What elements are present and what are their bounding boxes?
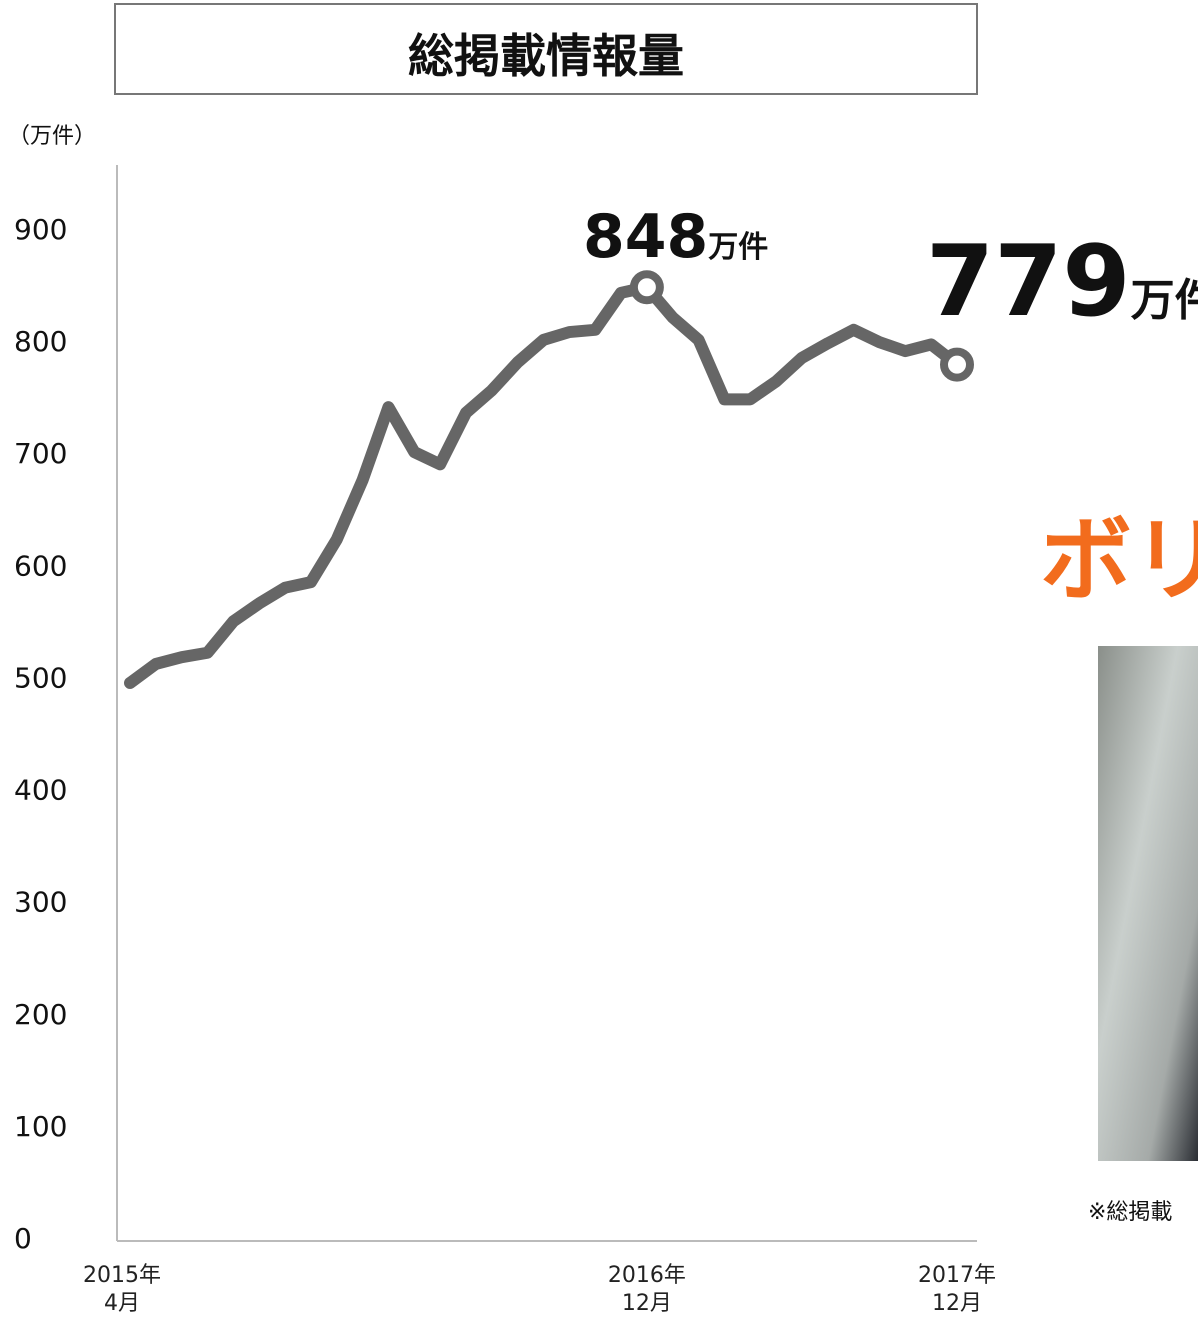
y-tick-label: 900 xyxy=(14,213,67,246)
y-unit-label: （万件） xyxy=(8,124,96,149)
series-line xyxy=(124,281,963,689)
y-tick-label: 200 xyxy=(14,998,67,1031)
y-tick-label: 600 xyxy=(14,549,67,582)
footnote: ※総掲載 xyxy=(1088,1200,1172,1225)
y-tick-label: 0 xyxy=(14,1222,32,1255)
annotation-value: 848 xyxy=(583,202,708,272)
title-box xyxy=(114,3,978,95)
x-tick-label: 2016年 12月 xyxy=(607,1263,686,1316)
y-tick-label: 400 xyxy=(14,774,67,807)
y-tick-label: 300 xyxy=(14,886,67,919)
annotation: 779万件 xyxy=(926,225,1198,339)
y-tick-label: 800 xyxy=(14,325,67,358)
y-tick-label: 100 xyxy=(14,1110,67,1143)
y-tick-label: 700 xyxy=(14,437,67,470)
annotation-value: 779 xyxy=(926,225,1131,339)
photo xyxy=(1098,646,1198,1161)
highlight-point xyxy=(629,270,664,305)
y-tick-label: 500 xyxy=(14,661,67,694)
highlight-point xyxy=(940,347,974,382)
annotation-unit: 万件 xyxy=(708,230,768,265)
annotation: 848万件 xyxy=(583,202,768,272)
chart-title: 総掲載情報量 xyxy=(408,29,684,83)
x-tick-label: 2017年 12月 xyxy=(918,1263,996,1316)
annotation-unit: 万件 xyxy=(1131,275,1198,326)
x-tick-label: 2015年 4月 xyxy=(83,1263,161,1316)
headline: ボリ xyxy=(1040,507,1198,614)
